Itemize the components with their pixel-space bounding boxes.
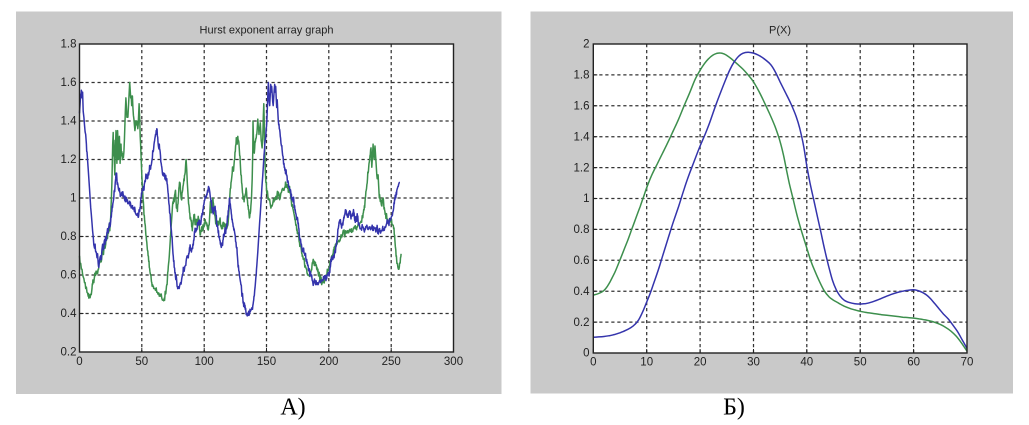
- svg-text:1: 1: [583, 193, 589, 205]
- svg-text:1.2: 1.2: [574, 162, 590, 174]
- svg-text:0.8: 0.8: [574, 224, 590, 236]
- svg-text:20: 20: [694, 357, 707, 369]
- svg-text:0.4: 0.4: [574, 286, 591, 298]
- svg-text:300: 300: [444, 356, 463, 368]
- svg-text:2: 2: [583, 39, 589, 51]
- svg-text:1.8: 1.8: [574, 70, 590, 82]
- svg-text:1.8: 1.8: [61, 39, 77, 51]
- svg-text:50: 50: [135, 356, 148, 368]
- svg-text:200: 200: [319, 356, 338, 368]
- svg-text:10: 10: [640, 357, 653, 369]
- svg-text:100: 100: [195, 356, 214, 368]
- svg-text:50: 50: [854, 357, 867, 369]
- svg-text:1.4: 1.4: [61, 116, 78, 128]
- svg-text:0.2: 0.2: [61, 347, 77, 359]
- svg-text:А): А): [280, 395, 305, 421]
- svg-text:1.6: 1.6: [61, 77, 77, 89]
- svg-text:0.6: 0.6: [61, 270, 77, 282]
- svg-text:70: 70: [961, 357, 974, 369]
- svg-text:0.4: 0.4: [61, 308, 78, 320]
- svg-text:250: 250: [382, 356, 401, 368]
- svg-text:0: 0: [583, 348, 589, 360]
- svg-text:0: 0: [590, 357, 596, 369]
- svg-text:0.2: 0.2: [574, 317, 590, 329]
- svg-text:40: 40: [800, 357, 813, 369]
- svg-text:150: 150: [257, 356, 276, 368]
- svg-text:P(X): P(X): [769, 25, 791, 37]
- svg-text:Hurst exponent array graph: Hurst exponent array graph: [200, 25, 334, 37]
- svg-text:Б): Б): [723, 395, 745, 421]
- svg-text:1.2: 1.2: [61, 154, 77, 166]
- svg-text:30: 30: [747, 357, 760, 369]
- svg-text:1: 1: [70, 193, 76, 205]
- svg-text:0: 0: [76, 356, 82, 368]
- svg-text:60: 60: [907, 357, 920, 369]
- svg-text:0.6: 0.6: [574, 255, 590, 267]
- svg-text:1.6: 1.6: [574, 101, 590, 113]
- svg-text:1.4: 1.4: [574, 131, 591, 143]
- svg-text:0.8: 0.8: [61, 231, 77, 243]
